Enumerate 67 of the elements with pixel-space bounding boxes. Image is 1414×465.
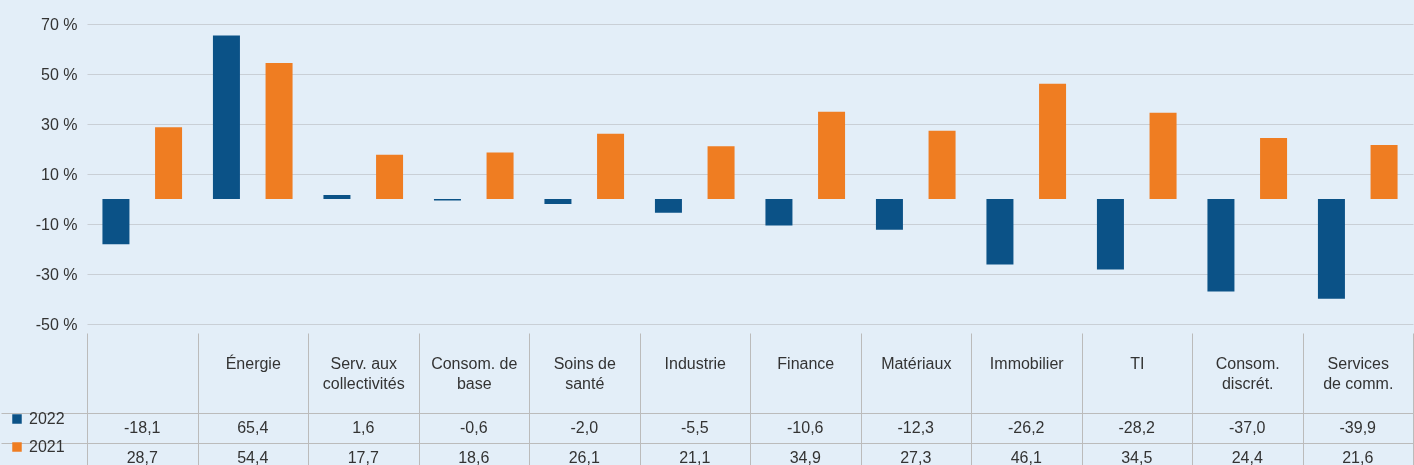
bar [155, 127, 183, 199]
bar [323, 195, 351, 199]
bar [102, 199, 130, 245]
bar [212, 35, 240, 199]
data-label: 21,6 [1342, 449, 1374, 465]
data-label: -10,6 [787, 419, 824, 436]
y-tick-label: 50 % [41, 65, 78, 83]
bar [486, 152, 514, 199]
data-label: -28,2 [1118, 419, 1156, 436]
bar [1039, 83, 1067, 199]
data-label: -2,0 [570, 419, 599, 436]
data-label: 18,6 [458, 449, 490, 465]
y-tick-label: -30 % [35, 265, 78, 283]
data-label: -0,6 [459, 419, 488, 436]
bar [875, 199, 903, 230]
x-tick-label: Consom. de base [431, 354, 518, 392]
bar [1096, 199, 1124, 270]
x-tick-label: Soins de santé [553, 354, 616, 392]
data-label: 27,3 [900, 449, 932, 465]
x-tick-label: Industrie [664, 354, 727, 372]
data-label: 34,5 [1121, 449, 1153, 465]
data-label: -12,3 [897, 419, 935, 436]
data-label: 17,7 [347, 449, 379, 465]
legend-label: 2022 [29, 410, 65, 427]
data-label: 28,7 [126, 449, 158, 465]
x-tick-label: Immobilier [989, 354, 1065, 372]
data-label: -39,9 [1339, 419, 1377, 436]
bar [1149, 112, 1177, 199]
y-tick-label: 30 % [41, 115, 78, 133]
data-label: -26,2 [1008, 419, 1045, 436]
bar [654, 199, 682, 213]
y-tick-label: 70 % [41, 15, 78, 33]
bar [544, 199, 572, 204]
bar [1207, 199, 1235, 292]
data-label: 1,6 [352, 419, 375, 436]
legend-label: 2021 [29, 438, 65, 455]
bar [1370, 145, 1398, 199]
data-label: 26,1 [568, 449, 600, 465]
x-tick-label: Finance [777, 354, 835, 372]
data-label: -37,0 [1229, 419, 1266, 436]
bar [376, 154, 404, 199]
y-tick-label: 10 % [41, 165, 78, 183]
data-label: -18,1 [124, 419, 161, 436]
data-label: 21,1 [679, 449, 711, 465]
bar [1260, 138, 1288, 199]
bar [707, 146, 735, 199]
bar [597, 133, 625, 199]
bar [265, 63, 293, 199]
bar [1317, 199, 1345, 299]
y-tick-label: -10 % [35, 215, 78, 233]
x-tick-label: Consom. discrét. [1215, 354, 1280, 392]
data-label: -5,5 [680, 419, 709, 436]
x-tick-label: Matériaux [881, 354, 952, 372]
data-label: 65,4 [237, 419, 269, 436]
bar [765, 199, 793, 226]
bar [986, 199, 1014, 265]
data-label: 46,1 [1010, 449, 1042, 465]
x-tick-label: TI [1130, 354, 1145, 372]
y-tick-label: -50 % [35, 315, 78, 333]
data-label: 54,4 [237, 449, 269, 465]
x-tick-label: Énergie [225, 353, 281, 372]
data-label: 24,4 [1231, 449, 1263, 465]
data-label: 34,9 [789, 449, 821, 465]
bar [818, 111, 846, 199]
x-tick-label: Services de comm. [1323, 354, 1394, 392]
x-tick-label: Serv. aux collectivités [322, 354, 405, 392]
bar [928, 130, 956, 199]
